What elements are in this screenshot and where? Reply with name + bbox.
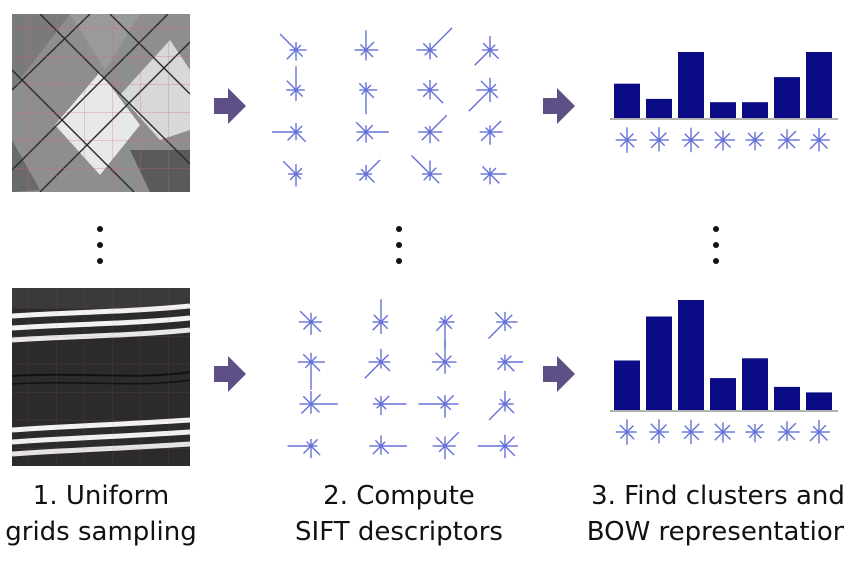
- ellipsis-icon: [97, 226, 103, 264]
- step2-caption-line1: 2. Compute: [323, 481, 475, 511]
- histogram-bar: [678, 52, 704, 118]
- sift-descriptor-icon: [431, 341, 457, 374]
- top-descriptor-grid: [272, 27, 507, 187]
- arrow-icon: [543, 88, 575, 124]
- histogram-bar: [614, 360, 640, 410]
- histogram-bar: [742, 358, 768, 410]
- sift-descriptor-icon: [372, 299, 389, 334]
- histogram-bar: [710, 378, 736, 410]
- sift-descriptor-icon: [615, 127, 637, 153]
- ellipsis-icon: [713, 226, 719, 264]
- sift-descriptor-icon: [355, 121, 389, 143]
- sift-descriptor-icon: [297, 352, 325, 390]
- sift-descriptor-icon: [809, 128, 830, 152]
- sift-descriptor-icon: [418, 394, 459, 418]
- histogram-bar: [806, 392, 832, 410]
- histogram-bar: [774, 386, 800, 410]
- step1-caption: 1. Uniform grids sampling: [0, 478, 241, 550]
- sift-descriptor-icon: [488, 311, 518, 339]
- sift-descriptor-icon: [681, 127, 704, 153]
- sift-descriptor-icon: [714, 422, 735, 443]
- arrow-icon: [214, 88, 246, 124]
- sift-descriptor-icon: [649, 127, 669, 152]
- sift-descriptor-icon: [299, 391, 338, 414]
- sift-descriptor-icon: [418, 114, 448, 144]
- sift-descriptor-icon: [369, 435, 407, 455]
- sift-descriptor-icon: [496, 354, 523, 372]
- sift-descriptor-icon: [358, 82, 378, 115]
- sift-descriptor-icon: [809, 420, 830, 444]
- step1-caption-line1: 1. Uniform: [32, 481, 170, 511]
- sift-descriptor-icon: [745, 131, 765, 151]
- sift-descriptor-icon: [364, 348, 391, 379]
- sift-descriptor-icon: [468, 77, 499, 112]
- sift-descriptor-icon: [777, 129, 800, 150]
- ellipsis-icon: [396, 226, 402, 264]
- sift-descriptor-icon: [372, 395, 407, 416]
- histogram-bar: [678, 300, 704, 410]
- sift-descriptor-icon: [354, 30, 379, 61]
- sift-descriptor-icon: [282, 160, 303, 187]
- bottom-texture-image: [12, 288, 190, 466]
- sift-descriptor-icon: [488, 390, 515, 421]
- histogram-bar: [710, 102, 736, 118]
- sift-descriptor-icon: [479, 120, 503, 145]
- sift-descriptor-icon: [417, 80, 444, 104]
- sift-descriptor-icon: [287, 438, 321, 459]
- step3-caption-line1: 3. Find clusters and: [591, 481, 844, 511]
- sift-descriptor-icon: [356, 159, 381, 183]
- histogram-bar: [614, 83, 640, 118]
- sift-descriptor-icon: [681, 419, 704, 445]
- histogram-bar: [742, 102, 768, 118]
- step3-caption-line2: BOW representation: [586, 517, 844, 547]
- sift-descriptor-icon: [286, 66, 305, 101]
- histogram-bar: [774, 77, 800, 118]
- sift-descriptor-icon: [745, 423, 765, 443]
- top-histogram: [610, 52, 838, 153]
- bottom-descriptor-grid: [287, 299, 523, 460]
- histogram-bar: [806, 52, 832, 118]
- step3-caption: 3. Find clusters and BOW representation: [568, 478, 844, 550]
- sift-descriptor-icon: [474, 36, 500, 66]
- step2-caption: 2. Compute SIFT descriptors: [259, 478, 539, 550]
- step1-caption-line2: grids sampling: [5, 517, 197, 547]
- top-texture-image: [12, 14, 190, 192]
- sift-descriptor-icon: [272, 123, 307, 143]
- sift-descriptor-icon: [279, 33, 307, 61]
- sift-descriptor-icon: [477, 434, 518, 459]
- sift-descriptor-icon: [411, 155, 442, 184]
- bottom-histogram: [610, 300, 838, 445]
- histogram-bar: [646, 316, 672, 410]
- sift-descriptor-icon: [298, 310, 322, 335]
- sift-descriptor-icon: [649, 419, 669, 444]
- sift-descriptor-icon: [480, 165, 507, 185]
- arrow-icon: [214, 356, 246, 392]
- sift-descriptor-icon: [777, 421, 800, 442]
- sift-descriptor-icon: [615, 419, 637, 445]
- arrow-icon: [543, 356, 575, 392]
- sift-descriptor-icon: [432, 431, 460, 460]
- sift-descriptor-icon: [416, 27, 453, 60]
- histogram-bar: [646, 98, 672, 118]
- sift-descriptor-icon: [714, 130, 735, 151]
- step2-caption-line2: SIFT descriptors: [295, 517, 503, 547]
